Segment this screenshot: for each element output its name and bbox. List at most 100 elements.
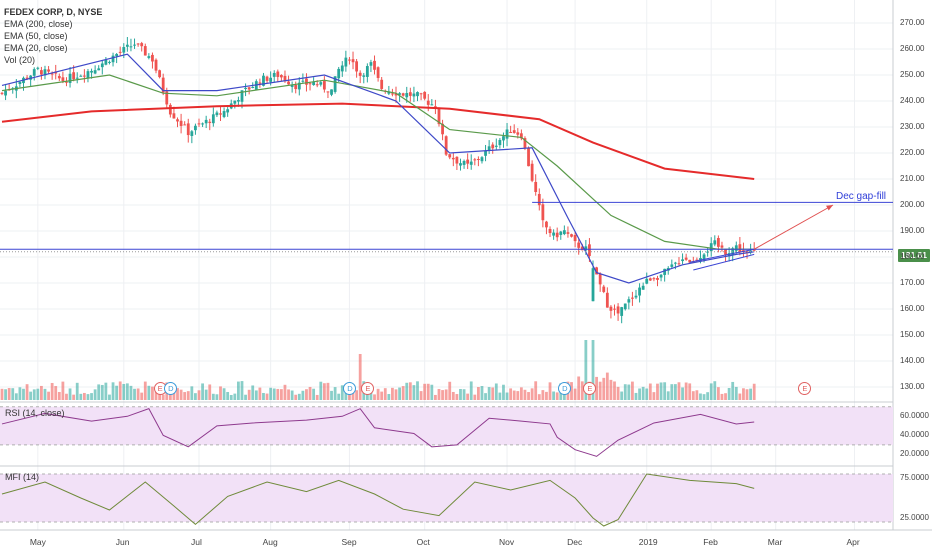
candle-body xyxy=(319,82,323,85)
candle-body xyxy=(72,72,76,80)
x-tick-label: Mar xyxy=(767,537,783,547)
volume-bar xyxy=(670,384,674,400)
price-tick-label: 140.00 xyxy=(900,356,925,365)
candle-body xyxy=(509,132,513,134)
volume-bar xyxy=(552,391,556,400)
dividend-event-marker[interactable]: D xyxy=(343,382,357,395)
volume-bar xyxy=(423,383,427,400)
candle-body xyxy=(197,123,201,125)
volume-bar xyxy=(18,387,22,400)
price-tick-label: 190.00 xyxy=(900,226,925,235)
candle-body xyxy=(4,90,7,96)
volume-bar xyxy=(115,385,119,400)
candle-body xyxy=(276,71,280,77)
candle-body xyxy=(534,181,538,192)
price-tick-label: 260.00 xyxy=(900,44,925,53)
volume-bar xyxy=(523,389,527,400)
legend-ema50[interactable]: EMA (50, close) xyxy=(4,31,68,41)
candle-body xyxy=(455,156,459,164)
price-tick-label: 160.00 xyxy=(900,304,925,313)
volume-bar xyxy=(301,390,305,400)
candle-body xyxy=(168,104,172,115)
volume-bar xyxy=(598,381,602,400)
candle-body xyxy=(713,240,717,245)
candle-body xyxy=(36,67,40,69)
volume-bar xyxy=(258,387,262,400)
candle-body xyxy=(233,100,237,104)
rsi-line xyxy=(1,408,755,457)
volume-bar xyxy=(104,382,108,400)
earnings-event-marker[interactable]: E xyxy=(798,382,812,395)
legend-ema200[interactable]: EMA (200, close) xyxy=(4,19,73,29)
volume-bar xyxy=(269,387,273,400)
candle-body xyxy=(752,249,756,251)
mfi-pane-label[interactable]: MFI (14) xyxy=(5,472,40,482)
volume-bar xyxy=(695,390,699,400)
volume-bar xyxy=(290,390,294,400)
candle-body xyxy=(244,87,247,89)
gap-fill-annotation[interactable]: Dec gap-fill xyxy=(836,191,887,202)
ema20-line xyxy=(1,53,755,284)
volume-bar xyxy=(408,382,412,400)
candle-body xyxy=(47,69,50,72)
volume-bar xyxy=(734,386,738,400)
candle-body xyxy=(287,81,290,85)
candle-body xyxy=(548,228,552,234)
candle-body xyxy=(190,131,194,136)
trendline xyxy=(689,248,755,263)
volume-bar xyxy=(627,384,631,400)
volume-bar xyxy=(226,391,230,400)
price-tick-label: 230.00 xyxy=(900,122,925,131)
volume-bar xyxy=(480,386,484,400)
volume-bar xyxy=(219,386,222,400)
volume-bar xyxy=(469,381,473,400)
candle-body xyxy=(505,129,509,139)
volume-bar xyxy=(54,386,58,400)
candle-body xyxy=(65,81,68,83)
candle-body xyxy=(570,234,573,237)
volume-bar xyxy=(68,388,72,400)
rsi-tick-label: 40.0000 xyxy=(900,430,929,440)
legend-ema20[interactable]: EMA (20, close) xyxy=(4,43,68,53)
volume-bar xyxy=(666,391,670,400)
candle-body xyxy=(469,161,473,165)
earnings-event-marker[interactable]: E xyxy=(583,382,597,395)
volume-bar xyxy=(484,393,487,400)
candle-body xyxy=(502,136,505,141)
x-tick-label: May xyxy=(29,537,46,547)
volume-bar xyxy=(387,394,391,400)
volume-bar xyxy=(111,382,115,400)
volume-bar xyxy=(562,391,566,400)
candle-body xyxy=(129,46,133,48)
price-tick-label: 150.00 xyxy=(900,330,925,339)
volume-bar xyxy=(312,388,316,400)
candle-body xyxy=(555,232,559,238)
volume-bar xyxy=(494,383,498,400)
legend-volume[interactable]: Vol (20) xyxy=(4,55,36,65)
candle-body xyxy=(18,81,22,84)
candle-body xyxy=(312,82,316,86)
candle-body xyxy=(211,114,215,124)
volume-bar xyxy=(190,386,194,400)
volume-bar xyxy=(527,392,530,400)
volume-bar xyxy=(391,387,394,400)
x-tick-label: Aug xyxy=(262,537,278,547)
volume-bar xyxy=(262,392,265,400)
candle-body xyxy=(541,204,545,221)
candle-body xyxy=(734,245,738,251)
volume-bar xyxy=(631,381,634,400)
dividend-event-marker[interactable]: D xyxy=(164,382,178,395)
candle-body xyxy=(598,273,602,285)
rsi-pane-label[interactable]: RSI (14, close) xyxy=(5,408,65,418)
price-tick-label: 220.00 xyxy=(900,148,925,157)
earnings-event-marker[interactable]: E xyxy=(361,382,375,395)
candle-body xyxy=(641,285,645,290)
dividend-event-marker[interactable]: D xyxy=(558,382,572,395)
volume-bar xyxy=(394,389,398,400)
volume-bar xyxy=(151,386,154,400)
volume-bar xyxy=(398,387,401,400)
candle-body xyxy=(620,307,624,316)
volume-bar xyxy=(681,387,684,400)
candle-body xyxy=(294,85,298,90)
